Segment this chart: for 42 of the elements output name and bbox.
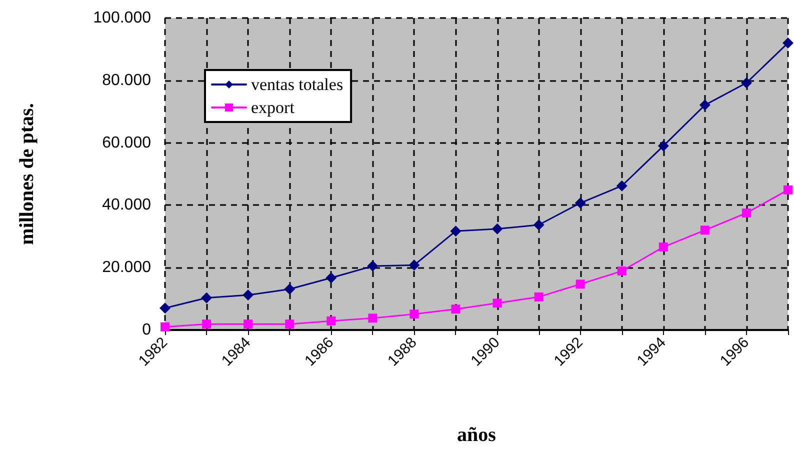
point bbox=[160, 322, 170, 332]
point bbox=[451, 304, 460, 314]
point bbox=[450, 226, 462, 237]
point bbox=[616, 180, 628, 192]
point bbox=[658, 140, 669, 152]
point bbox=[658, 242, 668, 252]
y-tick-label: 20.000 bbox=[102, 259, 152, 276]
point bbox=[574, 198, 586, 209]
point bbox=[700, 226, 710, 235]
point bbox=[367, 260, 378, 272]
point bbox=[408, 260, 420, 271]
point bbox=[576, 280, 585, 289]
point bbox=[782, 37, 794, 48]
point bbox=[285, 320, 294, 329]
point bbox=[784, 185, 792, 194]
point bbox=[201, 292, 212, 304]
point bbox=[242, 290, 254, 301]
point bbox=[742, 208, 751, 218]
x-axis-title: años bbox=[457, 424, 496, 446]
point bbox=[534, 292, 544, 302]
point bbox=[740, 77, 752, 88]
point bbox=[492, 298, 502, 308]
point bbox=[160, 302, 170, 314]
point bbox=[326, 316, 336, 326]
point bbox=[533, 219, 544, 230]
y-tick-label: 100.000 bbox=[93, 10, 152, 26]
legend-label: export bbox=[251, 98, 295, 117]
y-axis-title: millones de ptas. bbox=[16, 103, 38, 245]
point bbox=[368, 314, 378, 323]
y-tick-label: 0 bbox=[142, 322, 152, 338]
y-tick-label: 40.000 bbox=[102, 196, 152, 214]
y-tick-label: 80.000 bbox=[102, 72, 152, 89]
y-tick-label: 60.000 bbox=[102, 134, 152, 152]
point bbox=[244, 320, 253, 329]
point bbox=[492, 223, 503, 234]
legend-label: ventas totales bbox=[251, 75, 344, 94]
point bbox=[410, 310, 419, 319]
point bbox=[326, 272, 337, 284]
point bbox=[617, 266, 626, 276]
point bbox=[202, 320, 212, 329]
point bbox=[284, 284, 296, 295]
point bbox=[699, 100, 710, 111]
